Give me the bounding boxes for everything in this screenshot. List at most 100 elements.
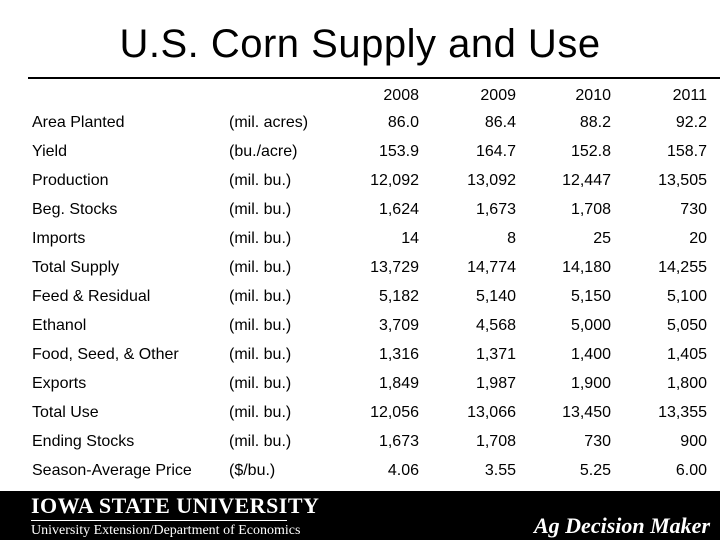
value-cell: 20	[689, 230, 707, 247]
value-cell: 86.4	[484, 114, 516, 131]
university-logo-text: IOWA STATE UNIVERSITY	[31, 493, 320, 518]
value-cell: 92.2	[675, 114, 707, 131]
row-unit: (mil. bu.)	[229, 288, 292, 305]
table-header-row: 2008 2009 2010 2011	[0, 79, 720, 108]
supply-use-table: 2008 2009 2010 2011 Area Planted (mil. ac…	[0, 79, 720, 485]
value-cell: 3.55	[484, 462, 516, 479]
table-row: Ethanol (mil. bu.) 3,709 4,568 5,000 5,050	[0, 311, 720, 340]
value-cell: 12,092	[370, 172, 419, 189]
value-cell: 1,708	[475, 433, 516, 450]
row-unit: (mil. bu.)	[229, 259, 292, 276]
value-cell: 1,987	[475, 375, 516, 392]
value-cell: 900	[680, 433, 707, 450]
value-cell: 1,673	[475, 201, 516, 218]
title-divider	[28, 77, 720, 79]
value-cell: 14,180	[562, 259, 611, 276]
row-unit: (mil. bu.)	[229, 404, 292, 421]
table-row: Exports (mil. bu.) 1,849 1,987 1,900 1,800	[0, 369, 720, 398]
value-cell: 25	[593, 230, 611, 247]
value-cell: 153.9	[378, 143, 419, 160]
value-cell: 152.8	[570, 143, 611, 160]
value-cell: 1,400	[570, 346, 611, 363]
value-cell: 1,673	[378, 433, 419, 450]
row-label: Beg. Stocks	[32, 201, 118, 218]
value-cell: 164.7	[475, 143, 516, 160]
table-row: Ending Stocks (mil. bu.) 1,673 1,708 730 900	[0, 427, 720, 456]
value-cell: 730	[584, 433, 611, 450]
row-label: Imports	[32, 230, 86, 247]
row-unit: (mil. acres)	[229, 114, 309, 131]
row-label: Ethanol	[32, 317, 87, 334]
value-cell: 5,000	[570, 317, 611, 334]
value-cell: 8	[507, 230, 516, 247]
value-cell: 14,774	[467, 259, 516, 276]
table-row: Season-Average Price ($/bu.) 4.06 3.55 5.25 6…	[0, 456, 720, 485]
row-label: Feed & Residual	[32, 288, 151, 305]
value-cell: 13,355	[658, 404, 707, 421]
row-label: Production	[32, 172, 109, 189]
value-cell: 13,092	[467, 172, 516, 189]
table-row: Imports (mil. bu.) 14 8 25 20	[0, 224, 720, 253]
table-row: Beg. Stocks (mil. bu.) 1,624 1,673 1,708 730	[0, 195, 720, 224]
value-cell: 5,182	[378, 288, 419, 305]
value-cell: 86.0	[387, 114, 419, 131]
row-unit: (mil. bu.)	[229, 375, 292, 392]
value-cell: 88.2	[579, 114, 611, 131]
value-cell: 1,624	[378, 201, 419, 218]
value-cell: 3,709	[378, 317, 419, 334]
value-cell: 13,450	[562, 404, 611, 421]
row-unit: (mil. bu.)	[229, 346, 292, 363]
brand-text: Ag Decision Maker	[534, 513, 710, 538]
value-cell: 13,505	[658, 172, 707, 189]
logo-underline	[31, 520, 287, 521]
value-cell: 6.00	[675, 462, 707, 479]
department-text: University Extension/Department of Econo…	[31, 523, 301, 538]
value-cell: 5,150	[570, 288, 611, 305]
year-header: 2010	[575, 87, 611, 104]
value-cell: 5,140	[475, 288, 516, 305]
table-row: Yield (bu./acre) 153.9 164.7 152.8 158.7	[0, 137, 720, 166]
row-label: Season-Average Price	[32, 462, 192, 479]
value-cell: 1,708	[570, 201, 611, 218]
value-cell: 1,849	[378, 375, 419, 392]
table-row: Production (mil. bu.) 12,092 13,092 12,447 13…	[0, 166, 720, 195]
row-unit: (bu./acre)	[229, 143, 298, 160]
value-cell: 1,900	[570, 375, 611, 392]
value-cell: 4.06	[387, 462, 419, 479]
row-unit: (mil. bu.)	[229, 230, 292, 247]
value-cell: 1,371	[475, 346, 516, 363]
row-label: Exports	[32, 375, 87, 392]
value-cell: 1,316	[378, 346, 419, 363]
year-header: 2008	[383, 87, 419, 104]
value-cell: 14	[401, 230, 419, 247]
row-label: Total Use	[32, 404, 99, 421]
year-header: 2011	[672, 87, 707, 104]
value-cell: 1,405	[666, 346, 707, 363]
year-header: 2009	[480, 87, 516, 104]
table-row: Area Planted (mil. acres) 86.0 86.4 88.2 92.2	[0, 108, 720, 137]
value-cell: 5.25	[579, 462, 611, 479]
value-cell: 5,050	[666, 317, 707, 334]
row-unit: (mil. bu.)	[229, 317, 292, 334]
row-label: Food, Seed, & Other	[32, 346, 179, 363]
row-unit: (mil. bu.)	[229, 172, 292, 189]
table-row: Total Use (mil. bu.) 12,056 13,066 13,450 13,…	[0, 398, 720, 427]
row-label: Ending Stocks	[32, 433, 135, 450]
table-body: Area Planted (mil. acres) 86.0 86.4 88.2 92.2…	[0, 108, 720, 485]
row-label: Total Supply	[32, 259, 120, 276]
row-unit: (mil. bu.)	[229, 433, 292, 450]
value-cell: 1,800	[666, 375, 707, 392]
table-row: Feed & Residual (mil. bu.) 5,182 5,140 5,150…	[0, 282, 720, 311]
value-cell: 13,066	[467, 404, 516, 421]
value-cell: 14,255	[658, 259, 707, 276]
value-cell: 158.7	[666, 143, 707, 160]
value-cell: 730	[680, 201, 707, 218]
value-cell: 5,100	[666, 288, 707, 305]
row-unit: (mil. bu.)	[229, 201, 292, 218]
table-row: Total Supply (mil. bu.) 13,729 14,774 14,180…	[0, 253, 720, 282]
row-label: Yield	[32, 143, 67, 160]
value-cell: 4,568	[475, 317, 516, 334]
table-row: Food, Seed, & Other (mil. bu.) 1,316 1,371 1…	[0, 340, 720, 369]
page-title: U.S. Corn Supply and Use	[119, 22, 601, 66]
value-cell: 12,447	[562, 172, 611, 189]
